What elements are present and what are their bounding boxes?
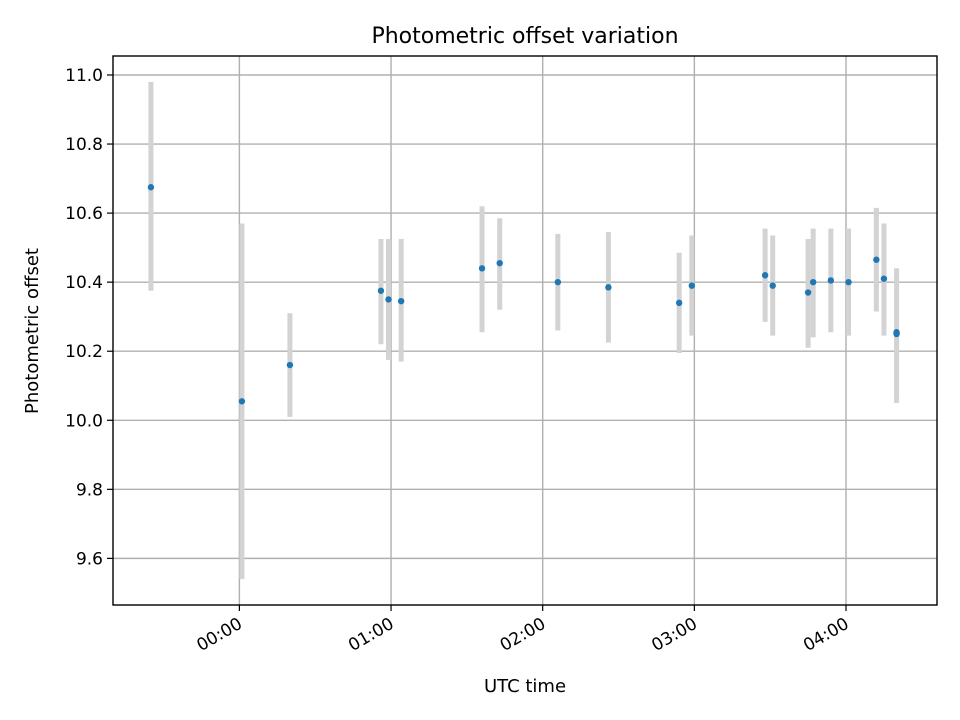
data-point xyxy=(769,282,776,289)
data-point xyxy=(873,256,880,263)
data-point xyxy=(147,184,155,191)
data-point xyxy=(880,275,888,282)
y-axis: 9.6 9.8 10.0 10.2 10.4 10.6 10.8 11.0 xyxy=(65,66,113,569)
data-point xyxy=(893,330,900,338)
data-point xyxy=(675,299,683,307)
plot-frame xyxy=(112,55,938,606)
y-tick-label: 10.2 xyxy=(65,342,103,362)
y-tick-label: 10.6 xyxy=(65,204,103,224)
data-point xyxy=(377,287,385,294)
grid xyxy=(113,56,937,605)
data-point xyxy=(605,284,612,291)
chart-title: Photometric offset variation xyxy=(371,24,678,49)
data-point xyxy=(809,278,817,286)
data-point xyxy=(554,278,562,286)
y-tick-label: 10.0 xyxy=(65,411,103,431)
data-point xyxy=(397,297,405,305)
data-point xyxy=(496,259,503,267)
x-axis-label: UTC time xyxy=(484,676,566,697)
y-tick-label: 9.8 xyxy=(76,480,103,500)
data-point xyxy=(804,289,812,296)
y-tick-label: 10.4 xyxy=(65,273,103,293)
data-point xyxy=(688,282,696,289)
data-points xyxy=(147,184,900,405)
data-point xyxy=(238,398,246,405)
y-tick-label: 9.6 xyxy=(76,549,103,569)
y-axis-label: Photometric offset xyxy=(22,248,43,414)
data-point xyxy=(385,296,392,303)
data-point xyxy=(827,277,835,284)
data-point xyxy=(761,272,769,279)
data-point xyxy=(478,265,486,272)
data-point xyxy=(845,278,852,286)
y-tick-label: 11.0 xyxy=(65,66,103,86)
y-tick-label: 10.8 xyxy=(65,135,103,155)
data-point xyxy=(286,361,294,369)
